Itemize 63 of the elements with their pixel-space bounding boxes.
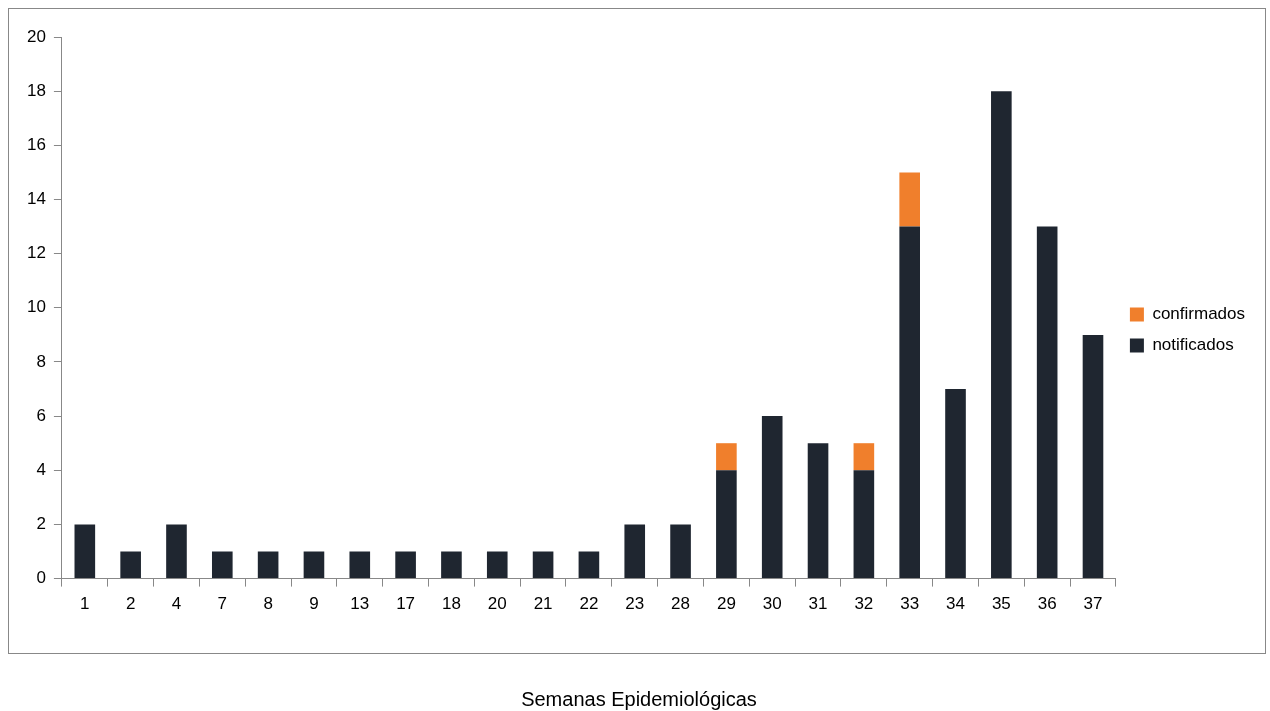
x-axis-title: Semanas Epidemiológicas (520, 688, 758, 711)
bar (716, 470, 737, 579)
y-tick-label: 4 (36, 459, 46, 479)
bar (166, 524, 187, 579)
bar (853, 443, 875, 471)
bar (807, 443, 829, 579)
bar (257, 551, 279, 579)
bar (945, 389, 966, 579)
y-tick-label: 2 (36, 514, 46, 534)
bar (624, 524, 646, 579)
bar (899, 172, 920, 227)
bar (899, 226, 920, 579)
y-tick-label: 16 (26, 135, 46, 155)
bar (532, 551, 554, 579)
x-tick-label: 23 (625, 594, 645, 614)
x-tick-label: 1 (80, 594, 90, 614)
x-tick-label: 8 (263, 594, 273, 614)
legend-label: notificados (1152, 335, 1234, 355)
bar (211, 551, 233, 579)
x-tick-label: 21 (533, 594, 553, 614)
x-tick-label: 31 (808, 594, 828, 614)
bar (1082, 334, 1104, 579)
legend-label: confirmados (1152, 304, 1246, 324)
x-tick-label: 22 (579, 594, 599, 614)
x-tick-label: 13 (350, 594, 370, 614)
bar (761, 416, 783, 579)
x-tick-label: 29 (716, 594, 736, 614)
x-tick-label: 4 (171, 594, 182, 614)
x-tick-label: 32 (854, 594, 874, 614)
y-tick-label: 20 (26, 26, 46, 46)
x-tick-label: 9 (309, 594, 319, 614)
bar (578, 551, 600, 579)
x-tick-label: 20 (487, 594, 507, 614)
bar (670, 524, 691, 579)
y-tick-label: 14 (26, 189, 46, 209)
y-tick-label: 12 (26, 243, 46, 263)
x-tick-label: 34 (946, 594, 965, 614)
x-tick-label: 18 (441, 594, 461, 614)
y-tick-label: 8 (36, 351, 46, 371)
bar (303, 551, 325, 579)
x-tick-label: 37 (1083, 594, 1103, 614)
y-tick-label: 18 (26, 80, 46, 100)
x-tick-label: 28 (671, 594, 691, 614)
bar (74, 524, 96, 579)
x-tick-label: 2 (125, 594, 136, 614)
x-tick-label: 33 (900, 594, 920, 614)
bar (853, 470, 875, 579)
y-tick-label: 0 (36, 568, 46, 588)
x-tick-label: 7 (217, 594, 228, 614)
y-tick-label: 6 (36, 405, 46, 425)
bar (716, 443, 737, 471)
bar (441, 551, 462, 579)
y-tick-label: 10 (26, 297, 46, 317)
x-tick-label: 30 (762, 594, 782, 614)
bar (120, 551, 141, 579)
x-tick-label: 36 (1037, 594, 1057, 614)
bar (991, 91, 1012, 579)
bar (1036, 226, 1058, 579)
bar (349, 551, 371, 579)
x-tick-label: 35 (991, 594, 1011, 614)
x-tick-label: 17 (396, 594, 416, 614)
bar (486, 551, 508, 579)
bar (395, 551, 416, 579)
